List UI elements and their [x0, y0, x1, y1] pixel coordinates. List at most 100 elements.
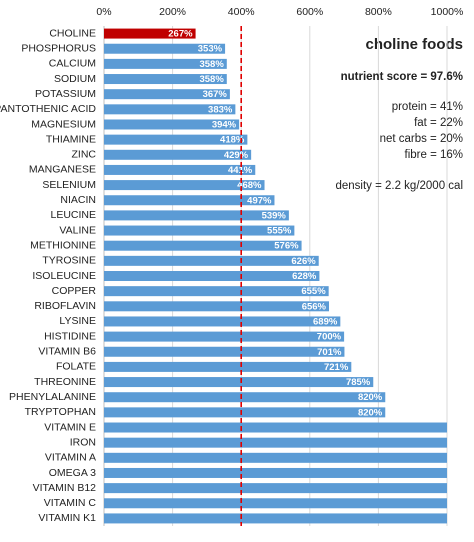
annotation: net carbs = 20% [380, 133, 463, 145]
x-tick-label: 200% [159, 6, 186, 18]
chart-title: choline foods [366, 36, 464, 53]
bar [104, 225, 295, 236]
bar [104, 119, 240, 130]
y-tick-label: POTASSIUM [35, 88, 96, 100]
y-tick-label: PHENYLALANINE [9, 391, 96, 403]
bar [104, 255, 319, 266]
value-label: 441% [228, 165, 253, 176]
value-label: 576% [274, 241, 299, 252]
y-tick-label: MAGNESIUM [31, 118, 96, 130]
bar [104, 149, 252, 160]
bar [104, 286, 329, 297]
y-tick-label: SODIUM [54, 73, 96, 85]
value-label: 358% [199, 59, 224, 70]
y-tick-label: VITAMIN B12 [33, 482, 97, 494]
bar [104, 392, 386, 403]
bar [104, 180, 265, 191]
value-label: 655% [301, 286, 326, 297]
y-tick-label: CALCIUM [49, 58, 96, 70]
bar [104, 498, 447, 509]
bar [104, 452, 447, 463]
y-tick-label: IRON [70, 436, 96, 448]
y-tick-label: NIACIN [60, 194, 96, 206]
bar [104, 89, 230, 100]
value-label: 468% [237, 180, 262, 191]
value-label: 367% [203, 89, 228, 100]
y-tick-label: ISOLEUCINE [32, 270, 96, 282]
y-tick-label: HISTIDINE [44, 330, 96, 342]
value-label: 721% [324, 362, 349, 373]
bar [104, 58, 227, 69]
bar [104, 271, 320, 281]
y-tick-label: TRYPTOPHAN [25, 406, 96, 418]
y-tick-label: LYSINE [59, 315, 96, 327]
y-tick-label: OMEGA 3 [49, 467, 96, 479]
y-tick-label: SELENIUM [42, 179, 96, 191]
annotation: fat = 22% [414, 117, 463, 129]
bar [104, 513, 447, 524]
value-label: 267% [168, 29, 193, 40]
bar [104, 210, 289, 221]
value-label: 701% [317, 347, 342, 358]
annotation: nutrient score = 97.6% [341, 71, 463, 83]
x-tick-label: 1000% [431, 6, 464, 18]
value-label: 656% [302, 301, 327, 312]
bar [104, 74, 227, 85]
annotation: fibre = 16% [405, 149, 464, 161]
value-label: 353% [198, 44, 223, 55]
y-tick-label: VITAMIN A [45, 452, 96, 464]
value-label: 628% [292, 271, 317, 282]
bar [104, 361, 352, 372]
value-label: 626% [291, 256, 316, 267]
y-tick-label: THIAMINE [46, 133, 96, 145]
bar [104, 483, 447, 494]
value-label: 539% [262, 210, 287, 221]
y-tick-label: PANTOTHENIC ACID [0, 103, 96, 115]
y-tick-label: VALINE [59, 224, 96, 236]
bar [104, 164, 256, 175]
bar [104, 43, 226, 54]
y-tick-label: VITAMIN E [44, 421, 96, 433]
bar [104, 195, 275, 206]
y-tick-label: FOLATE [56, 361, 96, 373]
y-tick-label: VITAMIN K1 [38, 512, 96, 524]
bar [104, 134, 248, 145]
bar [104, 346, 345, 357]
value-label: 689% [313, 316, 338, 327]
y-tick-label: THREONINE [34, 376, 96, 388]
x-tick-label: 600% [296, 6, 323, 18]
value-label: 785% [346, 377, 371, 388]
bar [104, 437, 447, 448]
x-tick-label: 0% [96, 6, 111, 18]
bar [104, 301, 330, 312]
y-tick-label: COPPER [52, 285, 97, 297]
bar [104, 422, 447, 433]
bar [104, 467, 447, 478]
value-label: 555% [267, 226, 292, 237]
bar [104, 377, 374, 388]
y-tick-label: CHOLINE [49, 27, 96, 39]
bar [104, 28, 196, 39]
y-tick-label: RIBOFLAVIN [34, 300, 96, 312]
y-tick-label: LEUCINE [50, 209, 96, 221]
y-tick-label: ZINC [72, 149, 97, 161]
y-tick-label: PHOSPHORUS [21, 43, 96, 55]
annotation: protein = 41% [392, 101, 463, 113]
value-label: 383% [208, 104, 233, 115]
bar [104, 240, 302, 251]
y-tick-label: TYROSINE [42, 255, 96, 267]
y-tick-label: METHIONINE [30, 239, 96, 251]
x-tick-label: 800% [365, 6, 392, 18]
x-tick-label: 400% [228, 6, 255, 18]
y-tick-label: MANGANESE [29, 164, 96, 176]
value-label: 497% [247, 195, 272, 206]
value-label: 358% [199, 74, 224, 85]
value-label: 820% [358, 392, 383, 403]
annotation: density = 2.2 kg/2000 cal [335, 180, 463, 192]
value-label: 429% [224, 150, 249, 161]
bar [104, 331, 345, 342]
value-label: 418% [220, 135, 245, 146]
bar [104, 104, 236, 115]
bar [104, 407, 386, 418]
